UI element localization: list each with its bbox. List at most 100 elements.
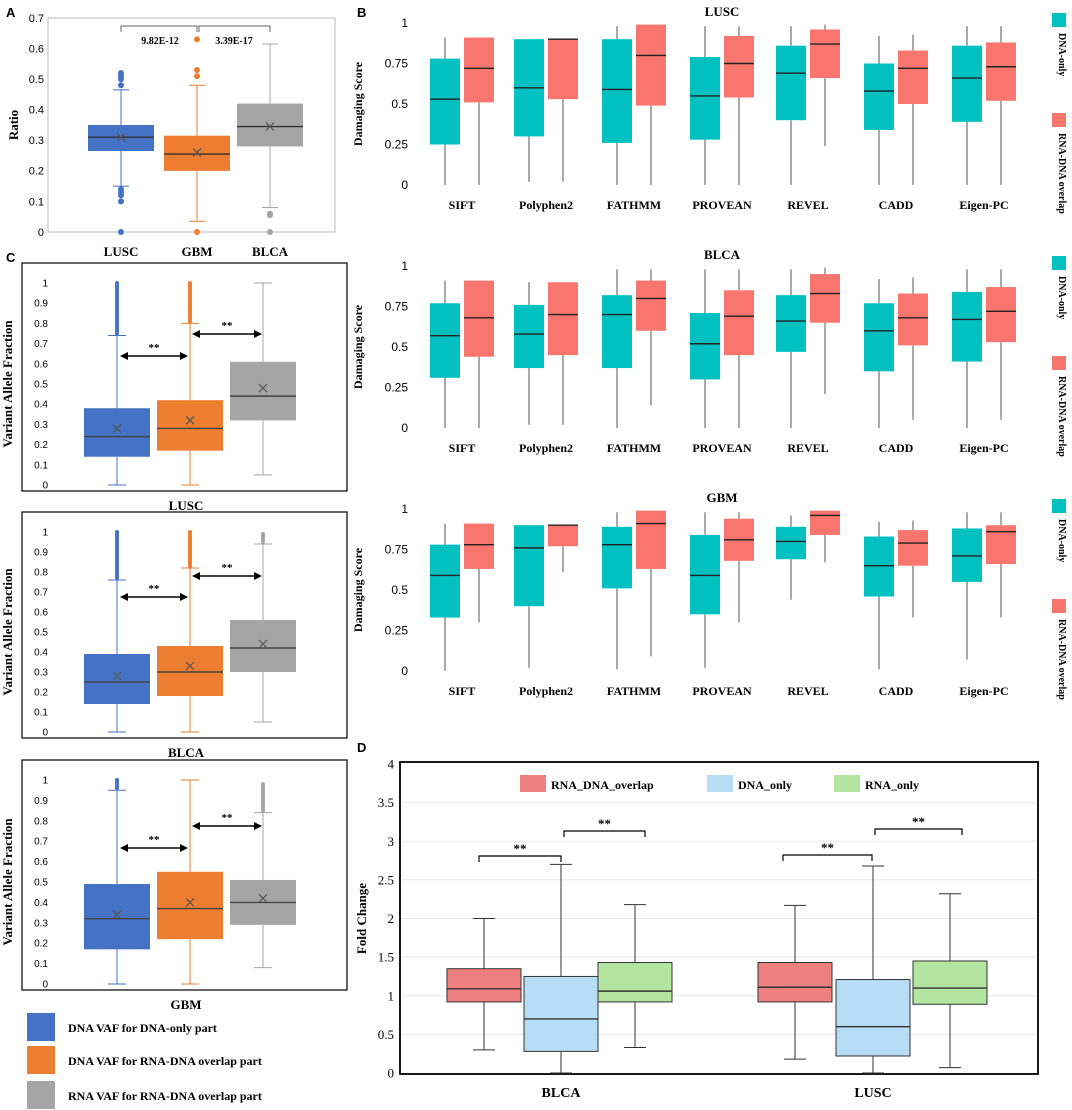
b0-legend-swatch-1 — [1052, 113, 1066, 127]
c0-box-1-box — [157, 400, 223, 451]
c2-arrowhead-left-0 — [120, 844, 128, 852]
c-legend-label-2: RNA VAF for RNA-DNA overlap part — [68, 1089, 262, 1103]
c0-arrowhead-left-1 — [192, 330, 200, 338]
d-box-0-0-box — [446, 968, 522, 1003]
b2-xtick-3: PROVEAN — [692, 684, 752, 698]
c1-box-1-box — [157, 646, 223, 696]
b0-box-1-0-box — [464, 37, 494, 103]
b1-xtick-3: PROVEAN — [692, 441, 752, 455]
c2-annotation-0: ** — [149, 834, 161, 846]
b1-xtick-1: Polyphen2 — [519, 441, 573, 455]
a-box-2-outlier-2 — [267, 210, 273, 217]
c2-box-0-mean — [112, 910, 122, 920]
b1-ytick-0: 0 — [401, 421, 408, 435]
a-ylabel: Ratio — [6, 110, 21, 140]
b2-ytick-4: 1 — [401, 502, 408, 516]
b0-ytick-1: 0.25 — [385, 138, 409, 152]
c0-box-0-outlier-25 — [115, 281, 119, 285]
b0-xtick-6: Eigen-PC — [959, 198, 1008, 212]
b1-xtick-5: CADD — [879, 441, 914, 455]
b1-xtick-2: FATHMM — [607, 441, 661, 455]
b2-ytick-0: 0 — [401, 664, 408, 678]
a-box-0-outlier-8 — [118, 70, 124, 77]
c2-arrowhead-right-0 — [180, 844, 188, 852]
c0-ytick-2: 0.2 — [34, 440, 48, 451]
d-legend-swatch-0 — [520, 775, 546, 792]
b0-legend-swatch-0 — [1052, 13, 1066, 27]
c2-ytick-5: 0.5 — [34, 878, 48, 889]
c0-ytick-1: 0.1 — [34, 460, 48, 471]
d-annotation-2: ** — [821, 840, 834, 855]
c-legend-swatch-2 — [27, 1081, 55, 1109]
b1-box-0-3-box — [690, 312, 720, 380]
b2-box-0-1-box — [514, 525, 544, 607]
b0-xtick-1: Polyphen2 — [519, 198, 573, 212]
b0-title: LUSC — [705, 4, 740, 19]
c2-ytick-6: 0.6 — [34, 857, 48, 868]
d-legend-swatch-2 — [834, 775, 860, 792]
a-ytick-2: 0.2 — [29, 166, 44, 178]
c1-box-1-mean — [185, 661, 195, 671]
c2-ylabel: Variant Allele Fraction — [0, 818, 15, 946]
b1-ytick-4: 1 — [401, 259, 408, 273]
b0-xtick-0: SIFT — [449, 198, 476, 212]
d-annotation-1: ** — [598, 816, 611, 831]
c-legend: DNA VAF for DNA-only part DNA VAF for RNA… — [27, 1013, 262, 1109]
chart-b-lusc: LUSC Damaging Score 0 0.25 0.5 0.75 1 SIFT Polyp… — [351, 4, 1067, 214]
c1-ytick-2: 0.2 — [34, 688, 48, 699]
c0-ytick-10: 1 — [42, 279, 48, 290]
b0-legend-label-0: DNA-only — [1056, 33, 1067, 76]
a-ytick-4: 0.4 — [29, 105, 44, 117]
d-box-2-0-box — [597, 962, 673, 1003]
c1-annotation-1: ** — [222, 562, 234, 574]
d-ylabel: Fold Change — [354, 883, 369, 954]
d-bracket-3 — [874, 828, 963, 835]
b1-ylabel: Damaging Score — [351, 304, 365, 389]
b1-ytick-3: 0.75 — [385, 300, 409, 314]
b2-xtick-1: Polyphen2 — [519, 684, 573, 698]
panel-label-c: C — [6, 250, 16, 265]
c0-arrowhead-right-1 — [254, 330, 262, 338]
c1-box-2-mean — [258, 639, 268, 649]
c1-arrowhead-left-1 — [192, 572, 200, 580]
b1-xtick-0: SIFT — [449, 441, 476, 455]
b0-ytick-3: 0.75 — [385, 57, 409, 71]
b2-ytick-2: 0.5 — [391, 583, 408, 597]
d-xtick-0: BLCA — [542, 1086, 582, 1101]
c2-annotation-1: ** — [222, 812, 234, 824]
d-bracket-0 — [478, 855, 562, 862]
b1-box-0-4-box — [776, 295, 806, 352]
b0-box-1-5-box — [898, 50, 928, 104]
panel-label-a: A — [6, 5, 16, 20]
a-bracket-1 — [120, 25, 198, 32]
a-box-1-outlier-3 — [194, 36, 200, 43]
c0-ylabel: Variant Allele Fraction — [0, 320, 15, 448]
c1-ytick-8: 0.8 — [34, 568, 48, 579]
b0-box-0-3-box — [690, 57, 720, 140]
c0-box-2-box — [230, 361, 296, 421]
b2-box-1-0-box — [464, 523, 494, 569]
c0-ytick-0: 0 — [42, 481, 48, 492]
c0-ytick-5: 0.5 — [34, 380, 48, 391]
d-bracket-1 — [563, 830, 646, 837]
b2-ylabel: Damaging Score — [351, 547, 365, 632]
d-legend-label-0: RNA_DNA_overlap — [551, 778, 654, 792]
c1-annotation-0: ** — [149, 583, 161, 595]
b1-box-1-4-box — [810, 274, 840, 323]
b0-box-0-4-box — [776, 45, 806, 121]
b2-xtick-5: CADD — [879, 684, 914, 698]
b0-legend-label-1: RNA-DNA overlap — [1056, 133, 1067, 214]
b2-box-0-6-box — [952, 528, 982, 582]
b0-box-0-2-box — [602, 39, 632, 143]
a-xtick-2: BLCA — [252, 244, 289, 259]
b1-ytick-2: 0.5 — [391, 340, 408, 354]
chart-c-blca: 0 0.1 0.2 0.3 0.4 0.5 0.6 0.7 0.8 0.9 1 Variant All… — [0, 511, 348, 760]
c2-box-0-outlier-4 — [115, 778, 119, 782]
a-ytick-1: 0.1 — [29, 196, 44, 208]
a-ytick-5: 0.5 — [29, 74, 44, 86]
c2-ytick-4: 0.4 — [34, 898, 48, 909]
c0-ytick-7: 0.7 — [34, 339, 48, 350]
chart-b-gbm: GBM Damaging Score 0 0.25 0.5 0.75 1 SIFT Polyph… — [351, 490, 1067, 700]
a-box-0-mean — [116, 132, 126, 142]
